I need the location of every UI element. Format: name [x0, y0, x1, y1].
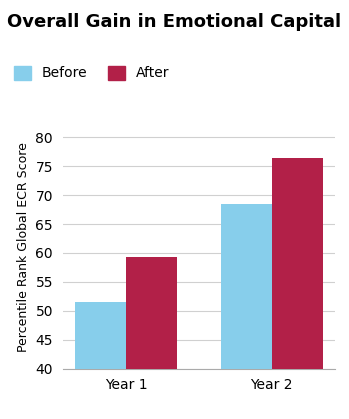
Bar [126, 257, 177, 369]
Y-axis label: Percentile Rank Global ECR Score: Percentile Rank Global ECR Score [17, 142, 30, 352]
Legend: Before, After: Before, After [14, 66, 169, 80]
Bar [221, 204, 272, 369]
Bar [272, 158, 323, 369]
Text: Overall Gain in Emotional Capital: Overall Gain in Emotional Capital [7, 13, 341, 31]
Bar [75, 302, 126, 369]
